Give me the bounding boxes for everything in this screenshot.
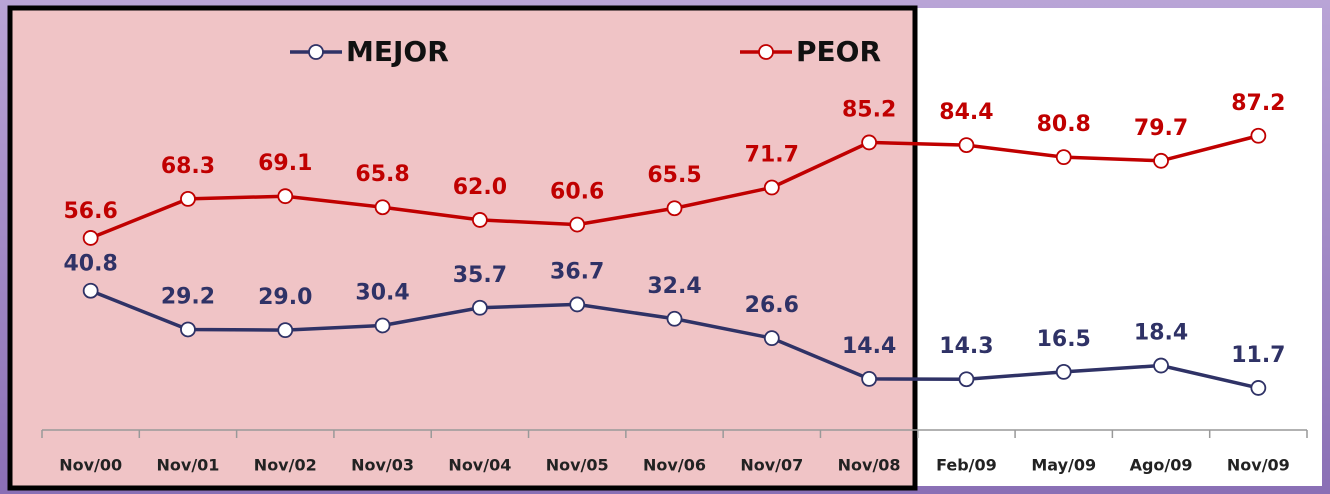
data-label: 65.8 (355, 162, 409, 187)
legend-label: PEOR (796, 35, 881, 68)
point (569, 296, 586, 313)
point (471, 299, 488, 316)
point (1153, 152, 1169, 169)
point (1055, 149, 1072, 166)
data-label: 68.3 (161, 154, 215, 179)
x-tick-label: Nov/05 (546, 456, 609, 475)
point (958, 137, 975, 154)
data-label: 11.7 (1231, 343, 1285, 368)
data-label: 18.4 (1134, 321, 1188, 346)
point (958, 371, 975, 388)
point (569, 216, 586, 233)
x-tick-label: Ago/09 (1130, 456, 1193, 475)
x-tick-label: Feb/09 (936, 456, 997, 475)
x-tick-label: Nov/09 (1227, 456, 1290, 475)
x-tick-label: Nov/02 (254, 456, 317, 475)
point (374, 317, 391, 334)
x-tick-label: Nov/03 (351, 456, 414, 475)
point (82, 282, 99, 299)
data-label: 30.4 (355, 280, 409, 305)
highlight-region (7, 5, 918, 491)
point (471, 212, 488, 228)
x-tick-label: May/09 (1031, 456, 1096, 475)
legend-marker (758, 44, 774, 60)
point (1250, 380, 1267, 396)
point (763, 179, 780, 196)
point (861, 134, 878, 151)
point (1250, 127, 1267, 144)
data-label: 14.3 (939, 334, 993, 359)
data-label: 16.5 (1037, 327, 1091, 352)
x-tick-label: Nov/07 (740, 456, 803, 475)
data-label: 32.4 (647, 274, 701, 299)
legend-marker (308, 44, 324, 60)
x-tick-label: Nov/01 (157, 456, 220, 475)
data-label: 87.2 (1231, 91, 1285, 116)
legend-label: MEJOR (346, 35, 449, 68)
x-tick-label: Nov/08 (838, 456, 901, 475)
point (763, 330, 780, 347)
data-label: 84.4 (939, 100, 993, 125)
point (277, 322, 294, 339)
point (277, 188, 294, 205)
point (82, 230, 99, 246)
x-tick-label: Nov/06 (643, 456, 706, 475)
data-label: 29.2 (161, 284, 215, 309)
data-label: 29.0 (258, 285, 312, 310)
data-label: 14.4 (842, 334, 896, 359)
data-label: 71.7 (745, 143, 799, 168)
data-label: 69.1 (258, 151, 312, 176)
x-tick-label: Nov/04 (448, 456, 511, 475)
point (666, 200, 683, 217)
data-label: 85.2 (842, 97, 896, 122)
point (861, 371, 878, 387)
point (1055, 363, 1072, 380)
data-label: 35.7 (453, 263, 507, 288)
data-label: 79.7 (1134, 116, 1188, 141)
data-label: 65.5 (647, 163, 701, 188)
data-label: 60.6 (550, 180, 604, 205)
point (1153, 357, 1169, 374)
point (666, 310, 683, 327)
x-tick-label: Nov/00 (59, 456, 122, 475)
point (374, 199, 391, 216)
data-label: 56.6 (64, 199, 118, 224)
data-label: 26.6 (745, 293, 799, 318)
data-label: 80.8 (1037, 112, 1091, 137)
point (180, 190, 196, 207)
data-label: 36.7 (550, 259, 604, 284)
data-label: 40.8 (64, 252, 118, 277)
point (180, 321, 196, 338)
data-label: 62.0 (453, 175, 507, 200)
